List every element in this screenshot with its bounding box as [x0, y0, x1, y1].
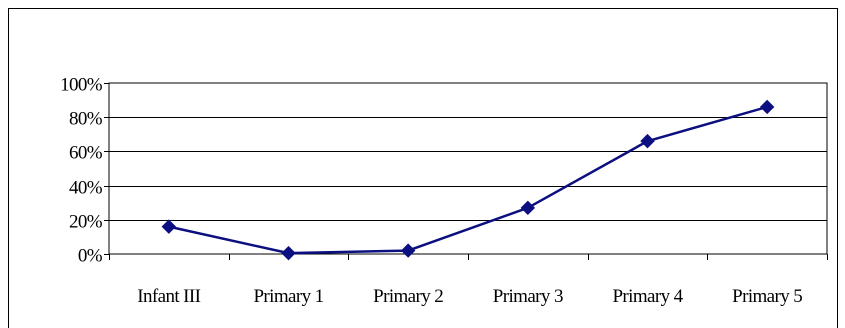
x-axis-ticks: Infant III Primary 1 Primary 2 Primary 3 Pri… — [109, 254, 828, 307]
data-point-marker — [520, 200, 536, 216]
series-group — [161, 99, 775, 261]
data-point-marker — [759, 99, 775, 115]
x-tick-label: Primary 2 — [373, 286, 443, 307]
gridlines — [109, 117, 827, 221]
series-line — [168, 105, 768, 255]
y-tick-label: 80% — [69, 109, 103, 130]
x-tick-label: Primary 1 — [253, 286, 323, 307]
y-tick-label: 100% — [60, 75, 103, 96]
data-point-marker — [400, 243, 416, 258]
chart-frame — [8, 8, 838, 328]
data-point-marker — [161, 219, 177, 234]
x-tick-label: Primary 4 — [612, 286, 683, 307]
data-point-marker — [640, 133, 655, 149]
x-tick-label: Primary 5 — [732, 286, 802, 307]
data-point-marker — [281, 245, 296, 261]
x-tick-label: Infant III — [137, 286, 200, 307]
y-tick-label: 40% — [69, 178, 103, 199]
y-tick-label: 60% — [69, 143, 103, 164]
y-axis-ticks: 0% 20% 40% 60% 80% 100% — [60, 75, 109, 267]
y-tick-label: 0% — [78, 246, 103, 267]
y-tick-label: 20% — [69, 212, 103, 233]
x-tick-label: Primary 3 — [493, 286, 563, 307]
